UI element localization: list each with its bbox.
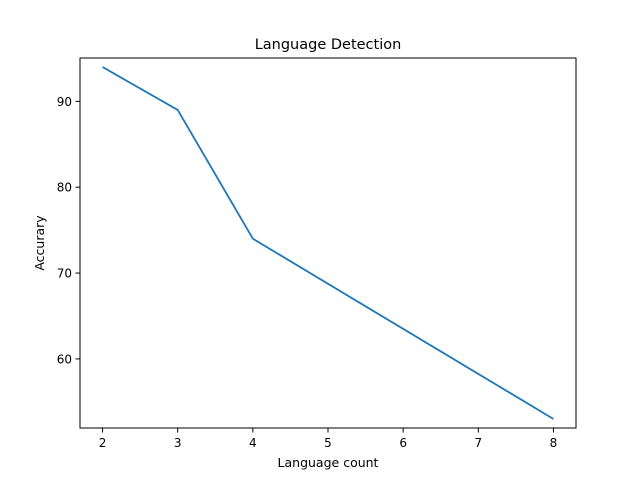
x-tick-label: 7 — [474, 436, 482, 450]
x-tick-label: 3 — [174, 436, 182, 450]
ticks-layer: 2 3 4 5 6 7 8 60 70 80 90 — [57, 95, 558, 450]
x-axis-label: Language count — [278, 455, 379, 470]
plot-area-frame — [79, 57, 577, 429]
y-tick-label: 90 — [57, 95, 72, 109]
x-tick-label: 8 — [550, 436, 558, 450]
y-tick-label: 70 — [57, 267, 72, 281]
y-tick-label: 60 — [57, 352, 72, 366]
x-tick-label: 6 — [399, 436, 407, 450]
y-axis-label: Accurary — [32, 215, 47, 271]
chart-title: Language Detection — [255, 37, 402, 53]
x-tick-label: 5 — [324, 436, 332, 450]
x-tick-label: 2 — [99, 436, 107, 450]
y-tick-label: 80 — [57, 181, 72, 195]
series-line-accuracy — [102, 66, 554, 420]
series-layer — [102, 66, 554, 420]
x-tick-label: 4 — [249, 436, 257, 450]
